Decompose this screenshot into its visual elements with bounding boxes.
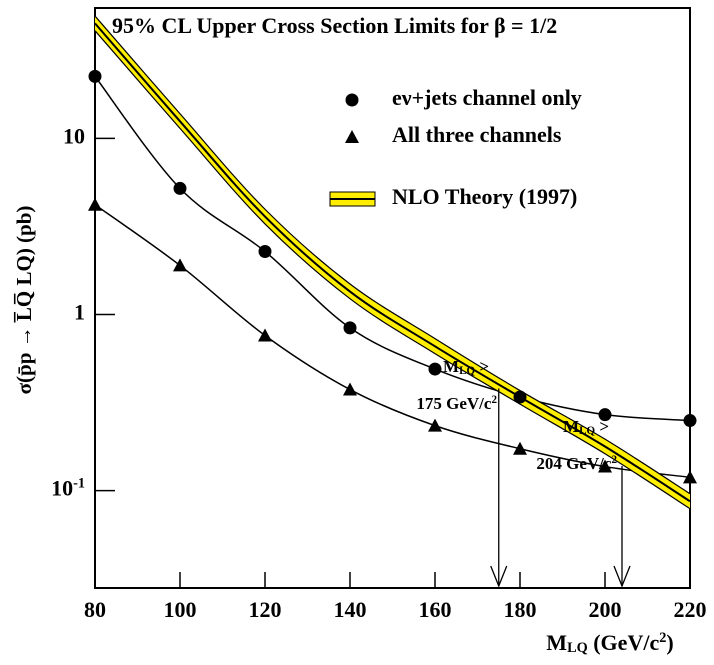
- point: [683, 414, 697, 428]
- annotation-label-part: >: [595, 417, 609, 436]
- y-tick-label-part: -1: [73, 476, 85, 492]
- y-tick-label: 10: [63, 123, 85, 148]
- annotation-label: MLQ >: [563, 417, 609, 437]
- x-axis-label-part: 2: [659, 630, 666, 646]
- x-tick-label: 140: [334, 597, 367, 622]
- annotation-label: MLQ >: [443, 357, 489, 377]
- annotation-label-part: 175 GeV/c: [416, 394, 492, 413]
- x-tick-label: 200: [589, 597, 622, 622]
- y-axis-label: σ(p̄p → L̅Q̅ LQ) (pb): [12, 206, 36, 395]
- point: [88, 69, 102, 83]
- annotation-label-part: 204 GeV/c: [536, 454, 612, 473]
- x-axis-label: MLQ (GeV/c2): [546, 630, 673, 656]
- point: [513, 441, 527, 455]
- x-axis-label-part: M: [546, 630, 567, 655]
- x-tick-label: 100: [164, 597, 197, 622]
- y-tick-label-part: 10: [51, 476, 73, 501]
- point: [598, 459, 612, 473]
- y-tick-label: 1: [74, 300, 85, 325]
- point: [428, 418, 442, 432]
- band-upper: [95, 15, 690, 495]
- x-tick-label: 120: [249, 597, 282, 622]
- point: [173, 258, 187, 272]
- legend-marker: [345, 130, 359, 143]
- point: [428, 362, 442, 376]
- x-axis-label-part: ): [666, 630, 673, 655]
- legend-label: eν+jets channel only: [392, 85, 582, 110]
- theory-line: [95, 22, 690, 503]
- legend-label: NLO Theory (1997): [392, 184, 577, 209]
- point: [173, 181, 187, 195]
- x-tick-label: 220: [674, 597, 707, 622]
- x-axis-label-part: LQ: [567, 640, 588, 656]
- legend-marker: [345, 93, 359, 107]
- x-tick-label: 180: [504, 597, 537, 622]
- arrow-head: [490, 565, 508, 588]
- legend-label: All three channels: [392, 122, 562, 147]
- x-axis-label-part: (GeV/c: [588, 630, 660, 655]
- point: [258, 328, 272, 342]
- annotation-label-part: 2: [611, 454, 617, 466]
- annotation-label: 175 GeV/c2: [416, 394, 497, 413]
- plot-frame: [94, 7, 691, 589]
- band-lower: [95, 30, 690, 510]
- point: [513, 390, 527, 404]
- point: [683, 470, 697, 484]
- point: [343, 321, 357, 335]
- annotation-label-part: LQ: [579, 425, 595, 437]
- annotation-label-part: M: [563, 417, 579, 436]
- x-tick-label: 160: [419, 597, 452, 622]
- theory-band: [95, 16, 690, 509]
- annotation-label-part: M: [443, 357, 459, 376]
- point: [258, 244, 272, 258]
- annotation-label-part: 2: [491, 394, 497, 406]
- chart-title: 95% CL Upper Cross Section Limits for β …: [112, 13, 557, 38]
- annotation-label-part: LQ: [459, 365, 475, 377]
- arrow-head: [613, 565, 631, 588]
- point: [343, 382, 357, 396]
- annotation-label: 204 GeV/c2: [536, 454, 617, 473]
- x-tick-label: 80: [84, 597, 106, 622]
- point: [598, 408, 612, 422]
- annotation-label-part: >: [475, 357, 489, 376]
- y-tick-label: 10-1: [51, 476, 85, 501]
- point: [88, 197, 102, 211]
